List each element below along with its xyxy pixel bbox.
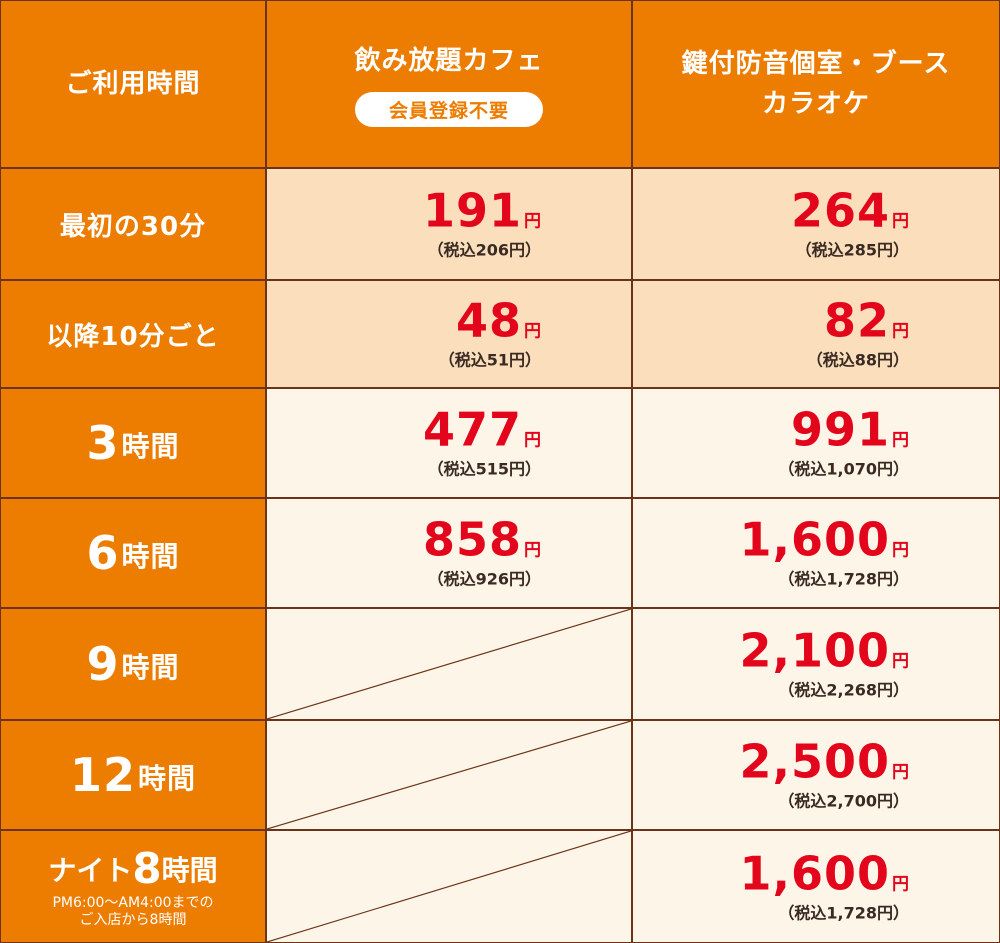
diagonal-slash-icon: [267, 831, 631, 942]
row-label-6h: 6時間: [0, 498, 266, 608]
not-available-cell: [266, 720, 632, 830]
price-value: 1,600: [739, 512, 890, 567]
room-price-cell: 2,100 円 （税込2,268円）: [632, 608, 1000, 720]
tax-included-price: （税込2,700円）: [778, 791, 909, 811]
room-price-cell: 82 円 （税込88円）: [632, 280, 1000, 388]
no-membership-badge: 会員登録不要: [354, 91, 543, 127]
header-room: 鍵付防音個室・ブース カラオケ: [632, 0, 1000, 168]
price-value: 477: [422, 402, 522, 457]
price-value: 264: [790, 183, 890, 238]
room-price-cell: 1,600 円 （税込1,728円）: [632, 830, 1000, 943]
row-label-12h: 12時間: [0, 720, 266, 830]
row-label-3h: 3時間: [0, 388, 266, 498]
header-cafe: 飲み放題カフェ 会員登録不要: [266, 0, 632, 168]
cafe-price-cell: 858 円 （税込926円）: [266, 498, 632, 608]
row-label-per-10min: 以降10分ごと: [0, 280, 266, 388]
price-value: 858: [422, 512, 522, 567]
tax-included-price: （税込285円）: [795, 240, 909, 260]
tax-included-price: （税込926円）: [427, 569, 541, 589]
night-hours-note-1: PM6:00～AM4:00までの: [52, 894, 214, 911]
row-label-first-30min: 最初の30分: [0, 168, 266, 280]
tax-included-price: （税込88円）: [806, 350, 909, 370]
tax-included-price: （税込515円）: [427, 459, 541, 479]
diagonal-slash-icon: [267, 609, 631, 719]
room-price-cell: 1,600 円 （税込1,728円）: [632, 498, 1000, 608]
tax-included-price: （税込1,728円）: [778, 569, 909, 589]
header-time: ご利用時間: [0, 0, 266, 168]
tax-included-price: （税込206円）: [427, 240, 541, 260]
price-value: 48: [455, 293, 522, 348]
row-label-night-8h: ナイト8時間 PM6:00～AM4:00までの ご入店から8時間: [0, 830, 266, 943]
diagonal-slash-icon: [267, 721, 631, 829]
tax-included-price: （税込1,728円）: [778, 903, 909, 922]
header-room-label-1: 鍵付防音個室・ブース: [681, 48, 951, 79]
price-value: 2,500: [739, 734, 890, 789]
price-value: 82: [823, 293, 890, 348]
header-room-label-2: カラオケ: [761, 89, 870, 119]
night-hours-note-2: ご入店から8時間: [79, 912, 187, 928]
not-available-cell: [266, 830, 632, 943]
cafe-price-cell: 48 円 （税込51円）: [266, 280, 632, 388]
row-label-9h: 9時間: [0, 608, 266, 720]
room-price-cell: 991 円 （税込1,070円）: [632, 388, 1000, 498]
room-price-cell: 264 円 （税込285円）: [632, 168, 1000, 280]
price-value: 991: [790, 402, 890, 457]
not-available-cell: [266, 608, 632, 720]
header-cafe-label: 飲み放題カフェ: [354, 46, 544, 77]
room-price-cell: 2,500 円 （税込2,700円）: [632, 720, 1000, 830]
tax-included-price: （税込1,070円）: [778, 459, 909, 479]
tax-included-price: （税込51円）: [438, 350, 541, 370]
tax-included-price: （税込2,268円）: [778, 680, 909, 700]
cafe-price-cell: 191 円 （税込206円）: [266, 168, 632, 280]
price-value: 1,600: [739, 846, 890, 900]
cafe-price-cell: 477 円 （税込515円）: [266, 388, 632, 498]
price-value: 2,100: [739, 623, 890, 678]
price-value: 191: [422, 183, 522, 238]
header-time-label: ご利用時間: [65, 68, 201, 99]
